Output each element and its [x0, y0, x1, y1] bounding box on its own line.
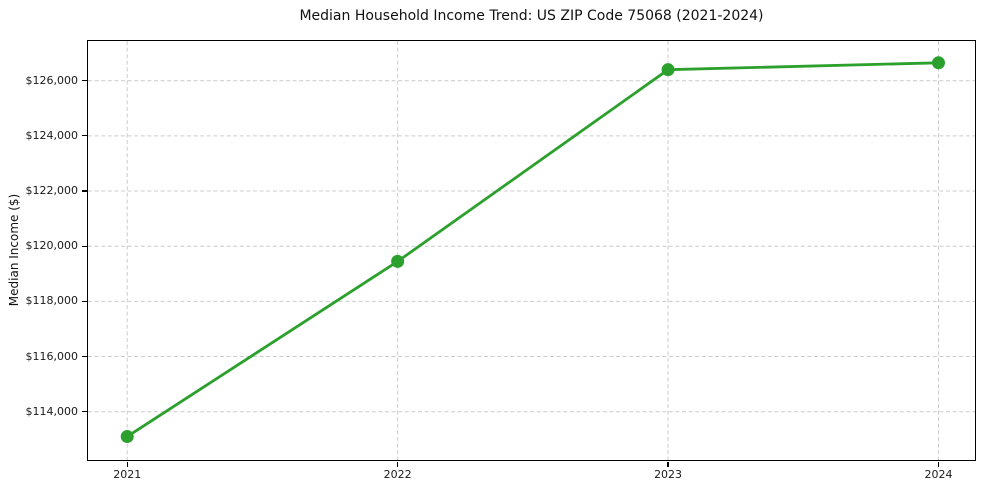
- y-tick-label: $122,000: [25, 184, 79, 198]
- y-tick-label: $114,000: [25, 404, 79, 418]
- line-chart-svg: [87, 40, 975, 460]
- y-tick-mark: [81, 245, 87, 247]
- plot-area: [86, 39, 976, 461]
- x-tick-mark: [667, 461, 669, 467]
- chart-title: Median Household Income Trend: US ZIP Co…: [299, 8, 764, 24]
- x-tick-label: 2021: [113, 468, 142, 481]
- y-tick-label: $120,000: [25, 239, 79, 253]
- y-tick-mark: [81, 355, 87, 358]
- y-tick-mark: [81, 190, 87, 192]
- y-tick-mark: [81, 80, 87, 82]
- data-point-marker: [661, 62, 675, 76]
- y-tick-mark: [81, 300, 87, 302]
- x-tick-mark: [126, 461, 128, 467]
- trend-line: [125, 60, 940, 438]
- data-point-marker: [120, 429, 134, 443]
- x-tick-label: 2022: [383, 468, 412, 481]
- data-point-marker: [931, 55, 945, 69]
- x-tick-mark: [397, 461, 399, 467]
- y-tick-label: $126,000: [25, 73, 79, 87]
- x-tick-label: 2023: [654, 468, 683, 481]
- data-point-marker: [390, 254, 404, 268]
- y-tick-label: $118,000: [25, 294, 79, 308]
- y-tick-mark: [81, 411, 87, 413]
- y-tick-label: $116,000: [25, 349, 79, 363]
- x-tick-mark: [937, 461, 940, 467]
- y-tick-label: $124,000: [25, 128, 79, 142]
- x-tick-label: 2024: [924, 468, 953, 481]
- y-tick-mark: [81, 135, 87, 137]
